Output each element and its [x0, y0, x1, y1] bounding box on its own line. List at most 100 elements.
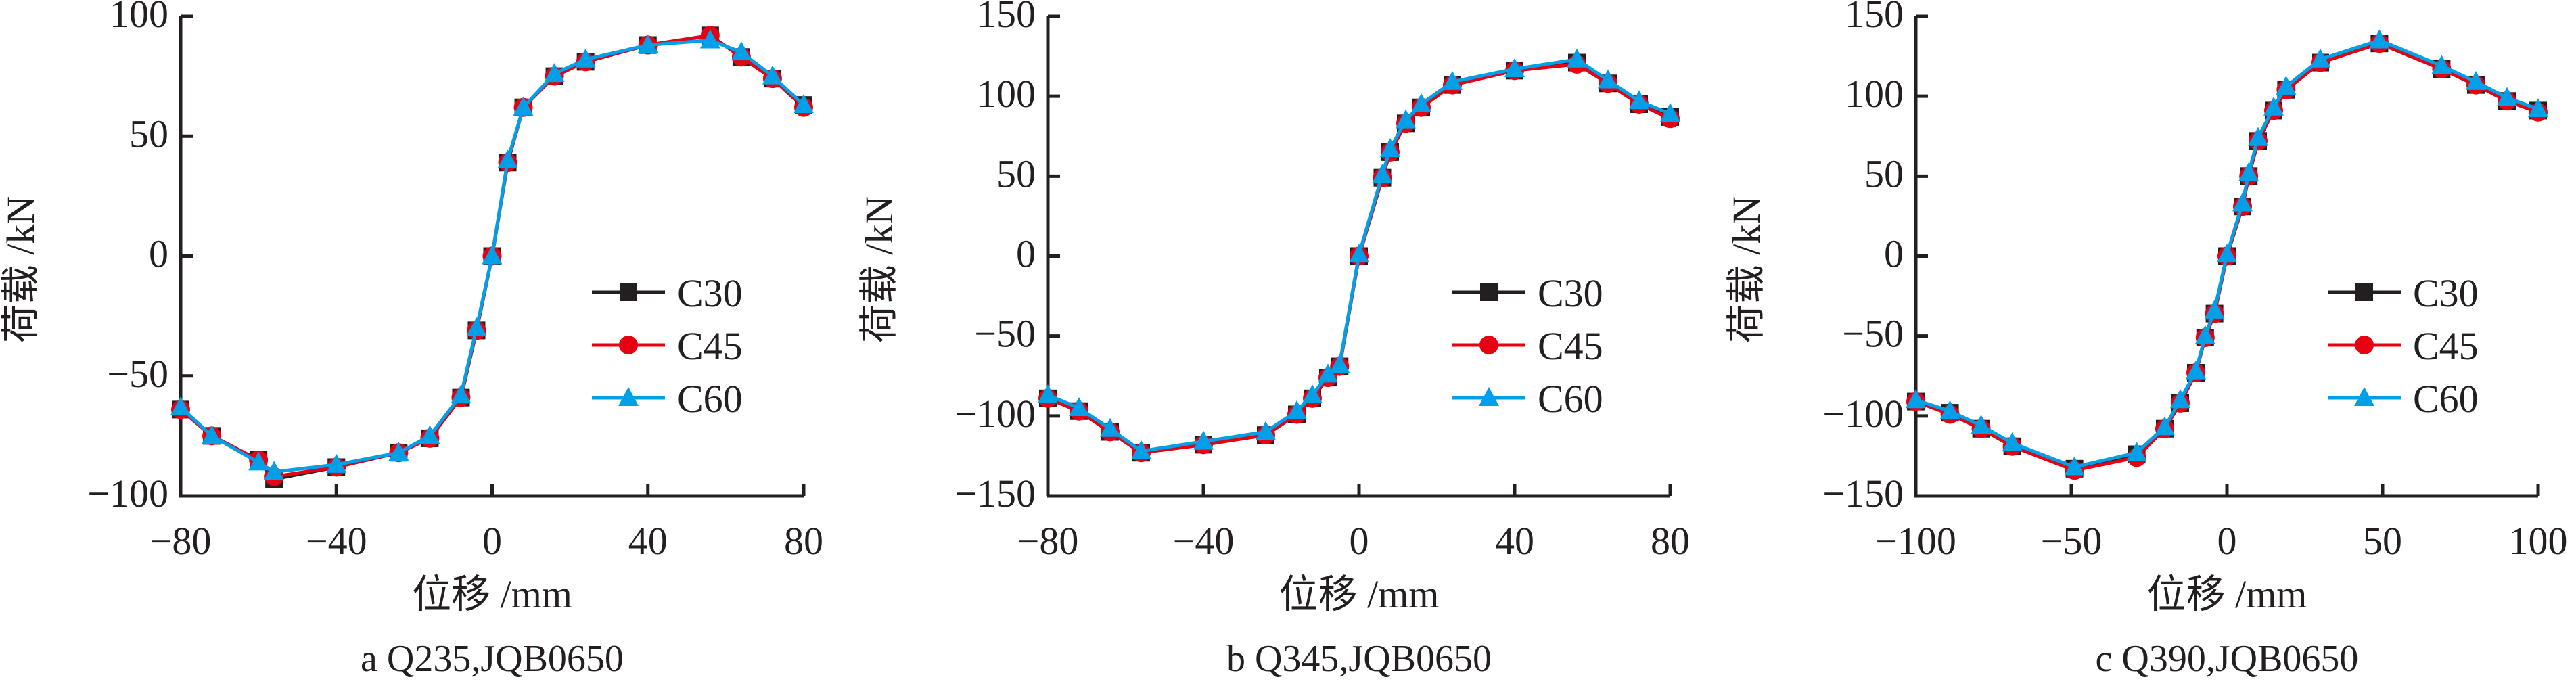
data-point-C60	[699, 29, 720, 49]
data-point-C60	[2276, 75, 2297, 95]
legend-marker-C45	[619, 336, 638, 354]
data-point-C60	[1349, 244, 1369, 263]
y-tick-label: 0	[1016, 232, 1036, 276]
x-tick-label: −80	[150, 519, 212, 563]
data-point-C60	[2217, 244, 2237, 263]
legend-marker-C30	[1480, 283, 1498, 301]
x-tick-label: −100	[1875, 519, 1956, 563]
data-point-C60	[264, 461, 285, 480]
data-point-C60	[544, 63, 565, 83]
legend-marker-C45	[2355, 336, 2374, 354]
data-point-C60	[1396, 109, 1416, 129]
x-tick-label: 40	[1495, 519, 1534, 563]
panel-caption: c Q390,JQB0650	[2096, 638, 2359, 680]
legend-label: C30	[1538, 271, 1603, 315]
data-point-C60	[248, 451, 269, 471]
y-tick-label: 50	[1864, 152, 1904, 196]
y-tick-label: −100	[1822, 392, 1904, 436]
data-point-C60	[1256, 421, 1276, 440]
data-point-C60	[326, 453, 347, 473]
data-point-C60	[2369, 29, 2390, 49]
data-point-C60	[1906, 389, 1926, 409]
legend-label: C30	[2413, 271, 2479, 315]
data-point-C60	[794, 94, 814, 114]
y-tick-label: 100	[110, 0, 168, 36]
x-tick-label: 80	[1651, 519, 1690, 563]
chart-panel-b: −150 −100 −50 0 50 100 150 −80 −40 0 40 80 位移 /mm 荷载 …	[857, 0, 1690, 680]
legend-label: C45	[2413, 324, 2479, 368]
data-point-C60	[1100, 417, 1120, 437]
data-point-C60	[1567, 48, 1587, 68]
y-tick-label: 0	[149, 232, 168, 276]
x-tick-label: 0	[1350, 519, 1369, 563]
y-axis-title: 荷载 /kN	[0, 196, 43, 344]
data-point-C60	[451, 384, 472, 404]
y-tick-label: 150	[1845, 0, 1904, 36]
legend: C30 C45 C60	[1452, 271, 1603, 421]
data-point-C60	[2064, 456, 2085, 476]
data-point-C60	[497, 149, 518, 168]
legend-label: C30	[677, 271, 743, 315]
data-point-C60	[2431, 55, 2452, 74]
data-point-C60	[2204, 299, 2225, 319]
legend-label: C45	[1538, 324, 1603, 368]
data-point-C60	[2002, 432, 2023, 452]
legend-marker-C60	[2354, 387, 2374, 406]
data-point-C60	[2263, 96, 2284, 116]
data-point-C60	[2238, 162, 2259, 181]
x-tick-label: 0	[2217, 519, 2237, 563]
x-axis-title: 位移 /mm	[1279, 572, 1440, 616]
x-axis-title: 位移 /mm	[2147, 572, 2307, 616]
data-point-C60	[1939, 400, 1960, 419]
y-tick-label: −50	[107, 352, 168, 396]
legend-marker-C60	[1479, 387, 1499, 406]
data-point-C60	[2186, 360, 2206, 380]
legend-marker-C30	[2355, 283, 2373, 301]
y-tick-label: −150	[1822, 472, 1904, 515]
data-point-C60	[482, 245, 503, 265]
x-tick-label: −50	[2041, 519, 2102, 563]
x-tick-label: 50	[2363, 519, 2402, 563]
legend-label: C60	[1538, 377, 1603, 421]
data-point-C60	[1372, 163, 1393, 183]
x-tick-label: −40	[306, 519, 367, 563]
data-point-C60	[1287, 400, 1307, 419]
data-point-C60	[1442, 70, 1463, 90]
x-tick-label: 0	[482, 519, 502, 563]
x-tick-label: −80	[1017, 519, 1079, 563]
data-point-C60	[202, 425, 223, 444]
data-point-C60	[1504, 58, 1525, 77]
y-tick-label: −50	[974, 312, 1036, 356]
data-point-C60	[1131, 440, 1151, 459]
legend-marker-C45	[1479, 336, 1498, 354]
y-tick-label: 50	[129, 112, 168, 156]
data-point-C60	[388, 442, 409, 461]
data-point-C60	[1629, 90, 1649, 110]
series-C60	[1038, 48, 1680, 459]
data-point-C60	[1193, 430, 1214, 450]
data-point-C60	[2126, 442, 2147, 461]
y-tick-label: 0	[1884, 232, 1904, 276]
series-C60	[1906, 29, 2548, 476]
data-point-C60	[1329, 354, 1350, 373]
data-point-C60	[575, 48, 596, 68]
data-point-C60	[637, 34, 658, 53]
legend: C30 C45 C60	[2328, 271, 2479, 421]
data-point-C60	[1660, 103, 1680, 122]
data-point-C60	[2466, 70, 2486, 90]
data-point-C60	[2248, 127, 2268, 146]
y-tick-label: 100	[1845, 72, 1904, 116]
y-tick-label: −100	[87, 472, 168, 515]
data-point-C60	[2232, 192, 2253, 212]
data-point-C60	[1302, 384, 1322, 404]
y-tick-label: 150	[977, 0, 1036, 36]
y-tick-label: 100	[977, 72, 1036, 116]
y-tick-label: 50	[996, 152, 1036, 196]
panel-caption: b Q345,JQB0650	[1226, 638, 1492, 680]
y-axis-title: 荷载 /kN	[1724, 196, 1768, 344]
data-point-C60	[513, 96, 534, 116]
legend-label: C60	[2413, 377, 2479, 421]
y-axis-title: 荷载 /kN	[857, 196, 901, 344]
x-tick-label: −40	[1173, 519, 1235, 563]
